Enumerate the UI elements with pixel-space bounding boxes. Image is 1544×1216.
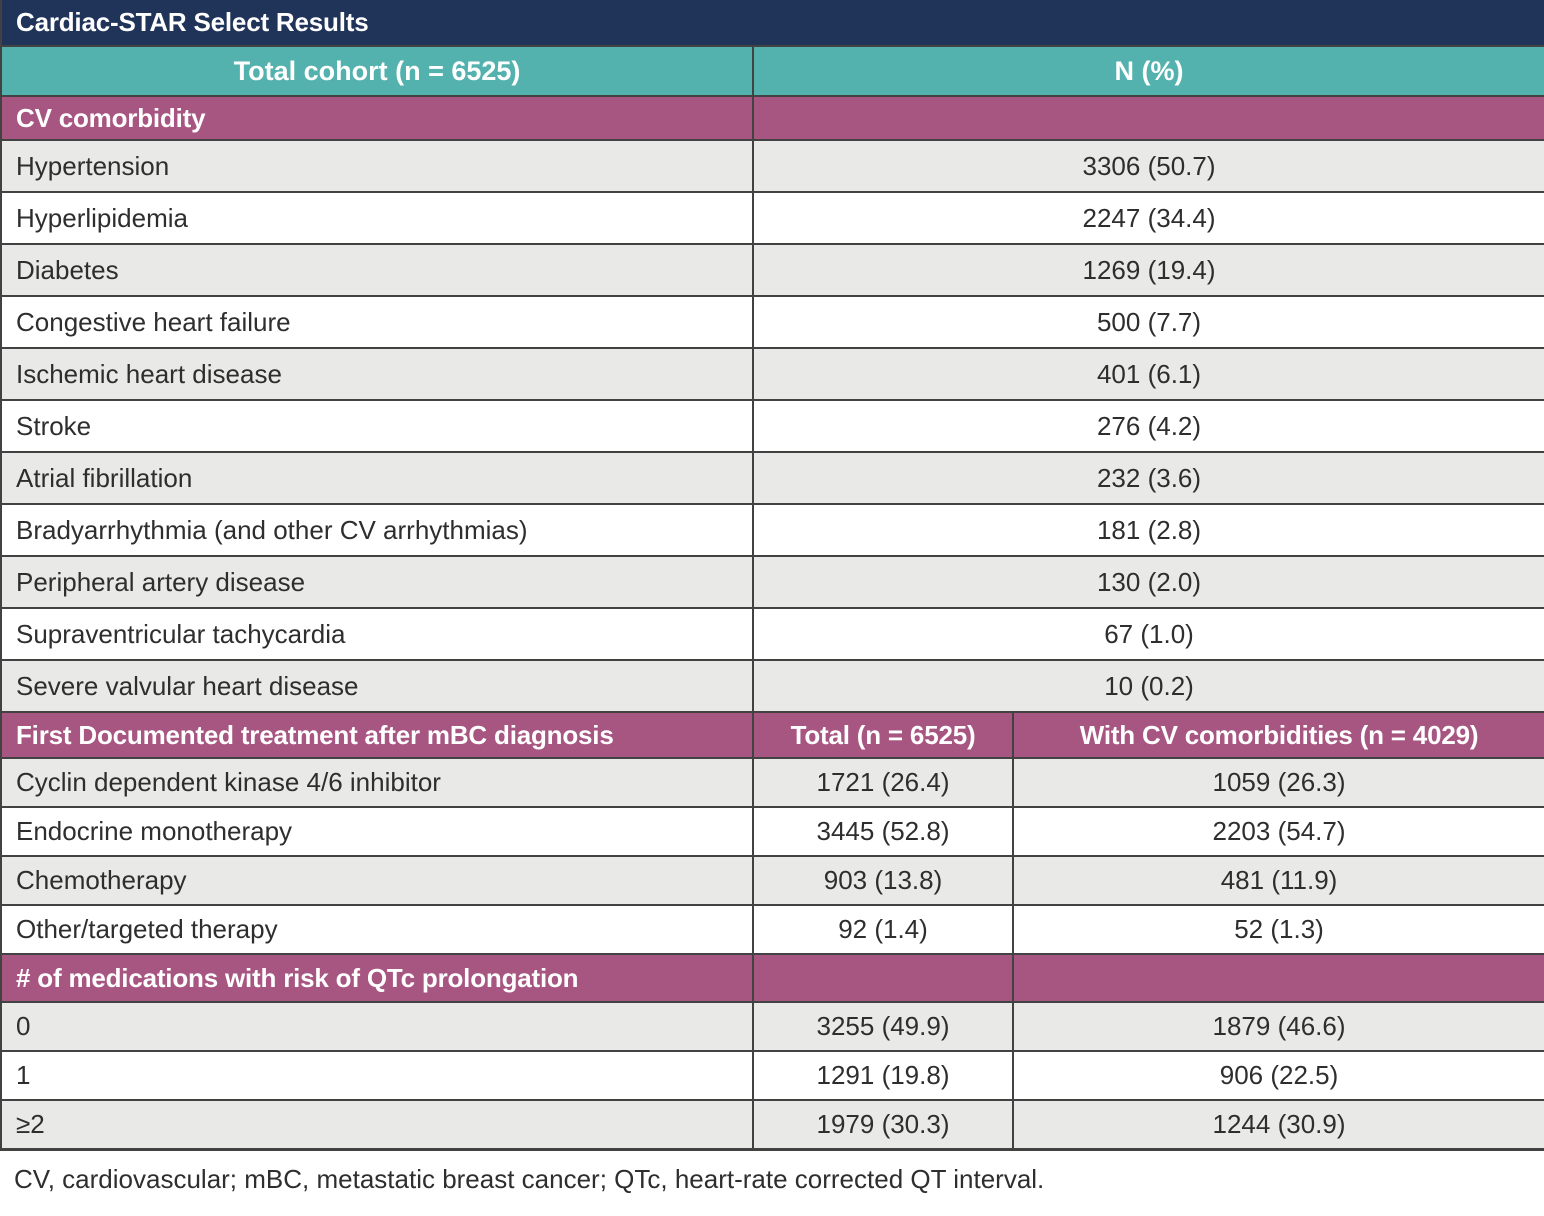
row-label: ≥2 xyxy=(1,1099,753,1149)
results-table: Cardiac-STAR Select Results Total cohort… xyxy=(0,0,1544,1151)
section-header-treatment: First Documented treatment after mBC dia… xyxy=(1,711,1544,758)
row-value-with-cv: 1059 (26.3) xyxy=(1011,757,1544,807)
row-value-with-cv: 1244 (30.9) xyxy=(1011,1099,1544,1149)
section-header-label: CV comorbidity xyxy=(1,95,753,140)
row-label: Severe valvular heart disease xyxy=(1,659,753,712)
row-label: Diabetes xyxy=(1,243,753,296)
row-value-total: 3255 (49.9) xyxy=(752,1001,1013,1051)
table-row: Hypertension 3306 (50.7) xyxy=(1,139,1544,192)
table-row: Bradyarrhythmia (and other CV arrhythmia… xyxy=(1,503,1544,556)
table-row: Supraventricular tachycardia 67 (1.0) xyxy=(1,607,1544,660)
section-header-qtc-medications: # of medications with risk of QTc prolon… xyxy=(1,953,1544,1002)
row-value-with-cv: 52 (1.3) xyxy=(1011,904,1544,954)
row-value: 67 (1.0) xyxy=(751,607,1544,660)
table-row: Other/targeted therapy 92 (1.4) 52 (1.3) xyxy=(1,904,1544,954)
row-label: Other/targeted therapy xyxy=(1,904,753,954)
row-label: Chemotherapy xyxy=(1,855,753,905)
row-value-with-cv: 906 (22.5) xyxy=(1011,1050,1544,1100)
row-value-total: 1721 (26.4) xyxy=(752,757,1013,807)
row-value: 232 (3.6) xyxy=(751,451,1544,504)
section-header-spacer xyxy=(1011,953,1544,1002)
row-value: 2247 (34.4) xyxy=(751,191,1544,244)
table-row: Severe valvular heart disease 10 (0.2) xyxy=(1,659,1544,712)
row-label: Peripheral artery disease xyxy=(1,555,753,608)
row-value: 130 (2.0) xyxy=(751,555,1544,608)
table-row: Chemotherapy 903 (13.8) 481 (11.9) xyxy=(1,855,1544,905)
section-header-cv-comorbidity: CV comorbidity xyxy=(1,95,1544,140)
table-row: Cyclin dependent kinase 4/6 inhibitor 17… xyxy=(1,757,1544,807)
row-label: Stroke xyxy=(1,399,753,452)
row-value-total: 92 (1.4) xyxy=(752,904,1013,954)
section-header-spacer xyxy=(752,953,1013,1002)
column-header-total-cohort: Total cohort (n = 6525) xyxy=(1,45,753,96)
row-label: 0 xyxy=(1,1001,753,1051)
table-row: Hyperlipidemia 2247 (34.4) xyxy=(1,191,1544,244)
row-label: Ischemic heart disease xyxy=(1,347,753,400)
column-header-n-percent: N (%) xyxy=(751,45,1544,96)
table-row: Endocrine monotherapy 3445 (52.8) 2203 (… xyxy=(1,806,1544,856)
row-value-with-cv: 2203 (54.7) xyxy=(1011,806,1544,856)
row-value-total: 3445 (52.8) xyxy=(752,806,1013,856)
footnote: CV, cardiovascular; mBC, metastatic brea… xyxy=(14,1163,1045,1194)
table-row: Congestive heart failure 500 (7.7) xyxy=(1,295,1544,348)
row-value: 401 (6.1) xyxy=(751,347,1544,400)
table-row: Ischemic heart disease 401 (6.1) xyxy=(1,347,1544,400)
table-row: Peripheral artery disease 130 (2.0) xyxy=(1,555,1544,608)
row-value: 276 (4.2) xyxy=(751,399,1544,452)
row-label: Hyperlipidemia xyxy=(1,191,753,244)
row-label: Cyclin dependent kinase 4/6 inhibitor xyxy=(1,757,753,807)
section-header-spacer xyxy=(751,95,1544,140)
row-label: Endocrine monotherapy xyxy=(1,806,753,856)
section-header-label: # of medications with risk of QTc prolon… xyxy=(1,953,753,1002)
row-label: Bradyarrhythmia (and other CV arrhythmia… xyxy=(1,503,753,556)
row-label: Supraventricular tachycardia xyxy=(1,607,753,660)
row-value: 181 (2.8) xyxy=(751,503,1544,556)
table-row: ≥2 1979 (30.3) 1244 (30.9) xyxy=(1,1099,1544,1149)
table-row: 1 1291 (19.8) 906 (22.5) xyxy=(1,1050,1544,1100)
row-value-total: 1979 (30.3) xyxy=(752,1099,1013,1149)
table-title: Cardiac-STAR Select Results xyxy=(1,0,1544,46)
row-value: 1269 (19.4) xyxy=(751,243,1544,296)
row-label: Congestive heart failure xyxy=(1,295,753,348)
table-row: Atrial fibrillation 232 (3.6) xyxy=(1,451,1544,504)
table-row: 0 3255 (49.9) 1879 (46.6) xyxy=(1,1001,1544,1051)
row-label: Atrial fibrillation xyxy=(1,451,753,504)
column-header-total: Total (n = 6525) xyxy=(752,711,1013,758)
row-value-with-cv: 481 (11.9) xyxy=(1011,855,1544,905)
title-bar: Cardiac-STAR Select Results xyxy=(1,0,1544,46)
row-label: 1 xyxy=(1,1050,753,1100)
section-header-label: First Documented treatment after mBC dia… xyxy=(1,711,753,758)
row-value: 10 (0.2) xyxy=(751,659,1544,712)
row-value: 3306 (50.7) xyxy=(751,139,1544,192)
row-value-total: 903 (13.8) xyxy=(752,855,1013,905)
table-row: Diabetes 1269 (19.4) xyxy=(1,243,1544,296)
row-value: 500 (7.7) xyxy=(751,295,1544,348)
column-header-row: Total cohort (n = 6525) N (%) xyxy=(1,45,1544,96)
row-value-total: 1291 (19.8) xyxy=(752,1050,1013,1100)
column-header-with-cv: With CV comorbidities (n = 4029) xyxy=(1011,711,1544,758)
row-label: Hypertension xyxy=(1,139,753,192)
row-value-with-cv: 1879 (46.6) xyxy=(1011,1001,1544,1051)
table-row: Stroke 276 (4.2) xyxy=(1,399,1544,452)
